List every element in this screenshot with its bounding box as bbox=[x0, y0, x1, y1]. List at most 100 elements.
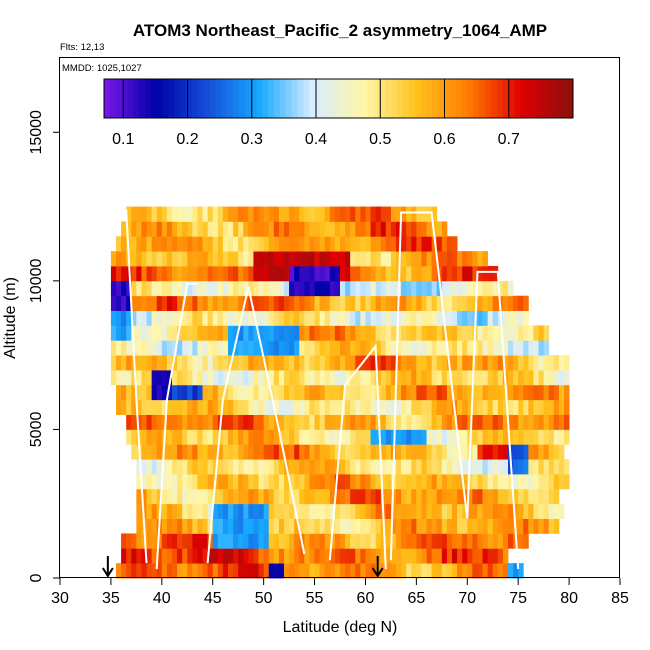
heatmap-cell bbox=[401, 370, 407, 386]
heatmap-cell bbox=[146, 414, 153, 430]
heatmap-cell bbox=[396, 518, 402, 534]
heatmap-cell bbox=[431, 355, 438, 371]
heatmap-cell bbox=[258, 474, 265, 490]
heatmap-cell bbox=[197, 370, 203, 386]
heatmap-cell bbox=[401, 280, 407, 297]
heatmap-cell bbox=[441, 563, 448, 579]
heatmap-cell bbox=[502, 340, 509, 356]
heatmap-cell bbox=[401, 236, 407, 252]
colorbar-swatch bbox=[438, 79, 445, 118]
heatmap-cell bbox=[375, 488, 382, 505]
heatmap-cell bbox=[243, 444, 249, 460]
heatmap-cell bbox=[523, 518, 529, 534]
heatmap-cell bbox=[294, 280, 300, 297]
heatmap-cell bbox=[319, 503, 326, 519]
heatmap-cell bbox=[304, 266, 310, 282]
heatmap-cell bbox=[497, 429, 504, 445]
heatmap-cell bbox=[182, 548, 188, 564]
heatmap-cell bbox=[329, 251, 336, 267]
heatmap-cell bbox=[141, 563, 147, 579]
heatmap-cell bbox=[497, 444, 504, 460]
heatmap-cell bbox=[350, 236, 356, 252]
heatmap-cell bbox=[482, 518, 489, 534]
heatmap-cell bbox=[390, 414, 397, 430]
heatmap-cell bbox=[329, 503, 336, 519]
heatmap-cell bbox=[426, 548, 433, 564]
heatmap-cell bbox=[497, 414, 504, 430]
heatmap-cell bbox=[289, 444, 295, 460]
dates-label: MMDD: 1025,1027 bbox=[62, 63, 142, 74]
heatmap-cell bbox=[462, 503, 468, 519]
heatmap-cell bbox=[431, 444, 438, 460]
heatmap-cell bbox=[553, 370, 560, 386]
heatmap-cell bbox=[340, 280, 346, 297]
heatmap-cell bbox=[406, 444, 412, 460]
heatmap-cell bbox=[472, 251, 478, 267]
heatmap-cell bbox=[187, 384, 193, 401]
heatmap-cell bbox=[558, 459, 565, 475]
heatmap-cell bbox=[116, 266, 122, 282]
heatmap-cell bbox=[492, 266, 499, 282]
heatmap-cell bbox=[411, 503, 417, 519]
heatmap-cell bbox=[355, 548, 361, 564]
heatmap-cell bbox=[385, 414, 392, 430]
colorbar-swatch bbox=[561, 79, 568, 118]
heatmap-cell bbox=[161, 518, 168, 534]
heatmap-cell bbox=[131, 384, 137, 401]
heatmap-cell bbox=[177, 280, 183, 297]
heatmap-cell bbox=[284, 444, 290, 460]
heatmap-cell bbox=[436, 384, 443, 401]
heatmap-cell bbox=[334, 206, 341, 222]
heatmap-cell bbox=[126, 384, 132, 401]
heatmap-cell bbox=[192, 251, 198, 267]
heatmap-cell bbox=[329, 221, 336, 237]
heatmap-cell bbox=[370, 206, 377, 222]
heatmap-cell bbox=[217, 474, 224, 490]
heatmap-cell bbox=[253, 251, 259, 267]
heatmap-cell bbox=[436, 414, 443, 430]
heatmap-cell bbox=[284, 251, 290, 267]
heatmap-cell bbox=[146, 370, 153, 386]
heatmap-cell bbox=[441, 444, 448, 460]
heatmap-cell bbox=[472, 548, 478, 564]
heatmap-cell bbox=[360, 399, 366, 415]
heatmap-cell bbox=[273, 310, 280, 326]
heatmap-cell bbox=[253, 474, 259, 490]
heatmap-cell bbox=[375, 444, 382, 460]
heatmap-cell bbox=[172, 370, 178, 386]
heatmap-cell bbox=[207, 444, 214, 460]
heatmap-cell bbox=[436, 518, 443, 534]
heatmap-cell bbox=[222, 474, 229, 490]
heatmap-cell bbox=[121, 295, 127, 311]
heatmap-cell bbox=[350, 384, 356, 401]
heatmap-cell bbox=[141, 251, 147, 267]
heatmap-cell bbox=[324, 280, 331, 297]
heatmap-cell bbox=[182, 563, 188, 579]
heatmap-cell bbox=[177, 563, 183, 579]
heatmap-cell bbox=[360, 310, 366, 326]
heatmap-cell bbox=[324, 370, 331, 386]
flight-track-lines bbox=[125, 209, 520, 570]
colorbar-swatch bbox=[391, 79, 398, 118]
heatmap-cell bbox=[172, 295, 178, 311]
heatmap-cell bbox=[334, 310, 341, 326]
heatmap-cell bbox=[289, 548, 295, 564]
heatmap-cell bbox=[166, 518, 173, 534]
heatmap-cell bbox=[548, 384, 555, 401]
heatmap-cell bbox=[309, 295, 315, 311]
heatmap-cell bbox=[299, 310, 305, 326]
colorbar-swatch bbox=[408, 79, 416, 118]
heatmap-cell bbox=[248, 444, 254, 460]
heatmap-cell bbox=[416, 370, 422, 386]
heatmap-cell bbox=[273, 548, 280, 564]
heatmap-cell bbox=[416, 399, 422, 415]
heatmap-cell bbox=[207, 266, 214, 282]
heatmap-cell bbox=[309, 563, 315, 579]
heatmap-cell bbox=[222, 206, 229, 222]
heatmap-cell bbox=[136, 355, 142, 371]
heatmap-cell bbox=[238, 266, 244, 282]
heatmap-cell bbox=[558, 399, 565, 415]
heatmap-cell bbox=[390, 355, 397, 371]
heatmap-cell bbox=[543, 325, 550, 341]
heatmap-cell bbox=[222, 236, 229, 252]
